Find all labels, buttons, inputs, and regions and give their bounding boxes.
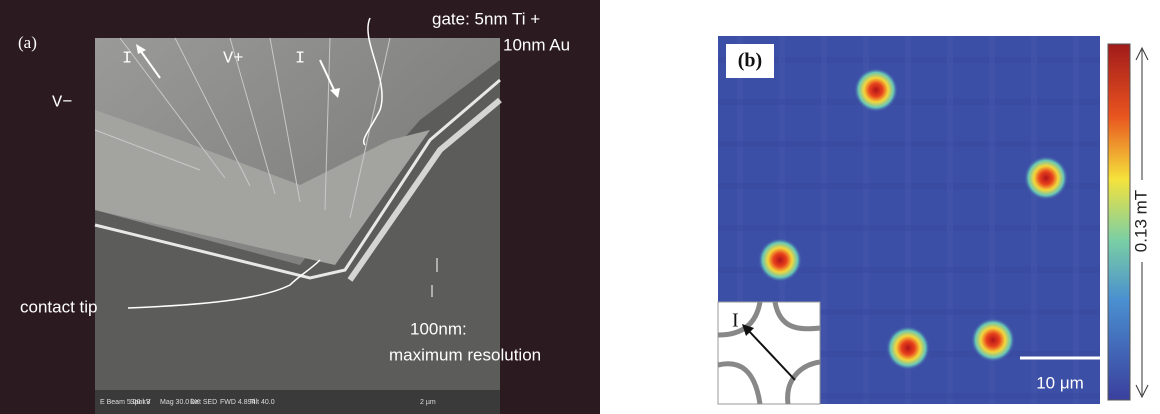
contact-label: contact tip: [20, 297, 98, 316]
figure: (a) gate: 5nm Ti + 10nm Au I V+ I V− con…: [0, 0, 1160, 414]
sem-footer-label: Spot 3: [130, 399, 150, 406]
field-spot: [854, 68, 898, 112]
terminal-label: V+: [223, 49, 243, 68]
terminal-label: I: [295, 49, 305, 68]
colorbar-label: 0.13 mT: [1131, 190, 1150, 252]
scale-bar-label: 10 μm: [1036, 373, 1084, 392]
field-spot: [758, 238, 802, 282]
sem-footer-label: 2 µm: [420, 399, 436, 406]
resolution-label: maximum resolution: [389, 345, 541, 364]
field-spot: [1024, 156, 1068, 200]
sem-footer-label: Det SED: [190, 399, 217, 406]
terminal-label: I: [122, 49, 132, 68]
resolution-label: 100nm:: [410, 319, 467, 338]
field-spot: [971, 318, 1015, 362]
field-spot: [886, 326, 930, 370]
panel-label: (b): [738, 50, 762, 72]
gate-label: gate: 5nm Ti +: [432, 9, 540, 28]
terminal-label: V−: [52, 93, 72, 112]
sem-footer-bar: [95, 390, 500, 414]
colorbar: [1108, 44, 1130, 400]
gate-label: 10nm Au: [503, 35, 570, 54]
page: (a) gate: 5nm Ti + 10nm Au I V+ I V− con…: [0, 0, 1160, 414]
inset-label: I: [732, 310, 739, 332]
panel-label: (a): [18, 33, 37, 52]
sem-footer-label: Tilt 40.0: [250, 399, 275, 406]
